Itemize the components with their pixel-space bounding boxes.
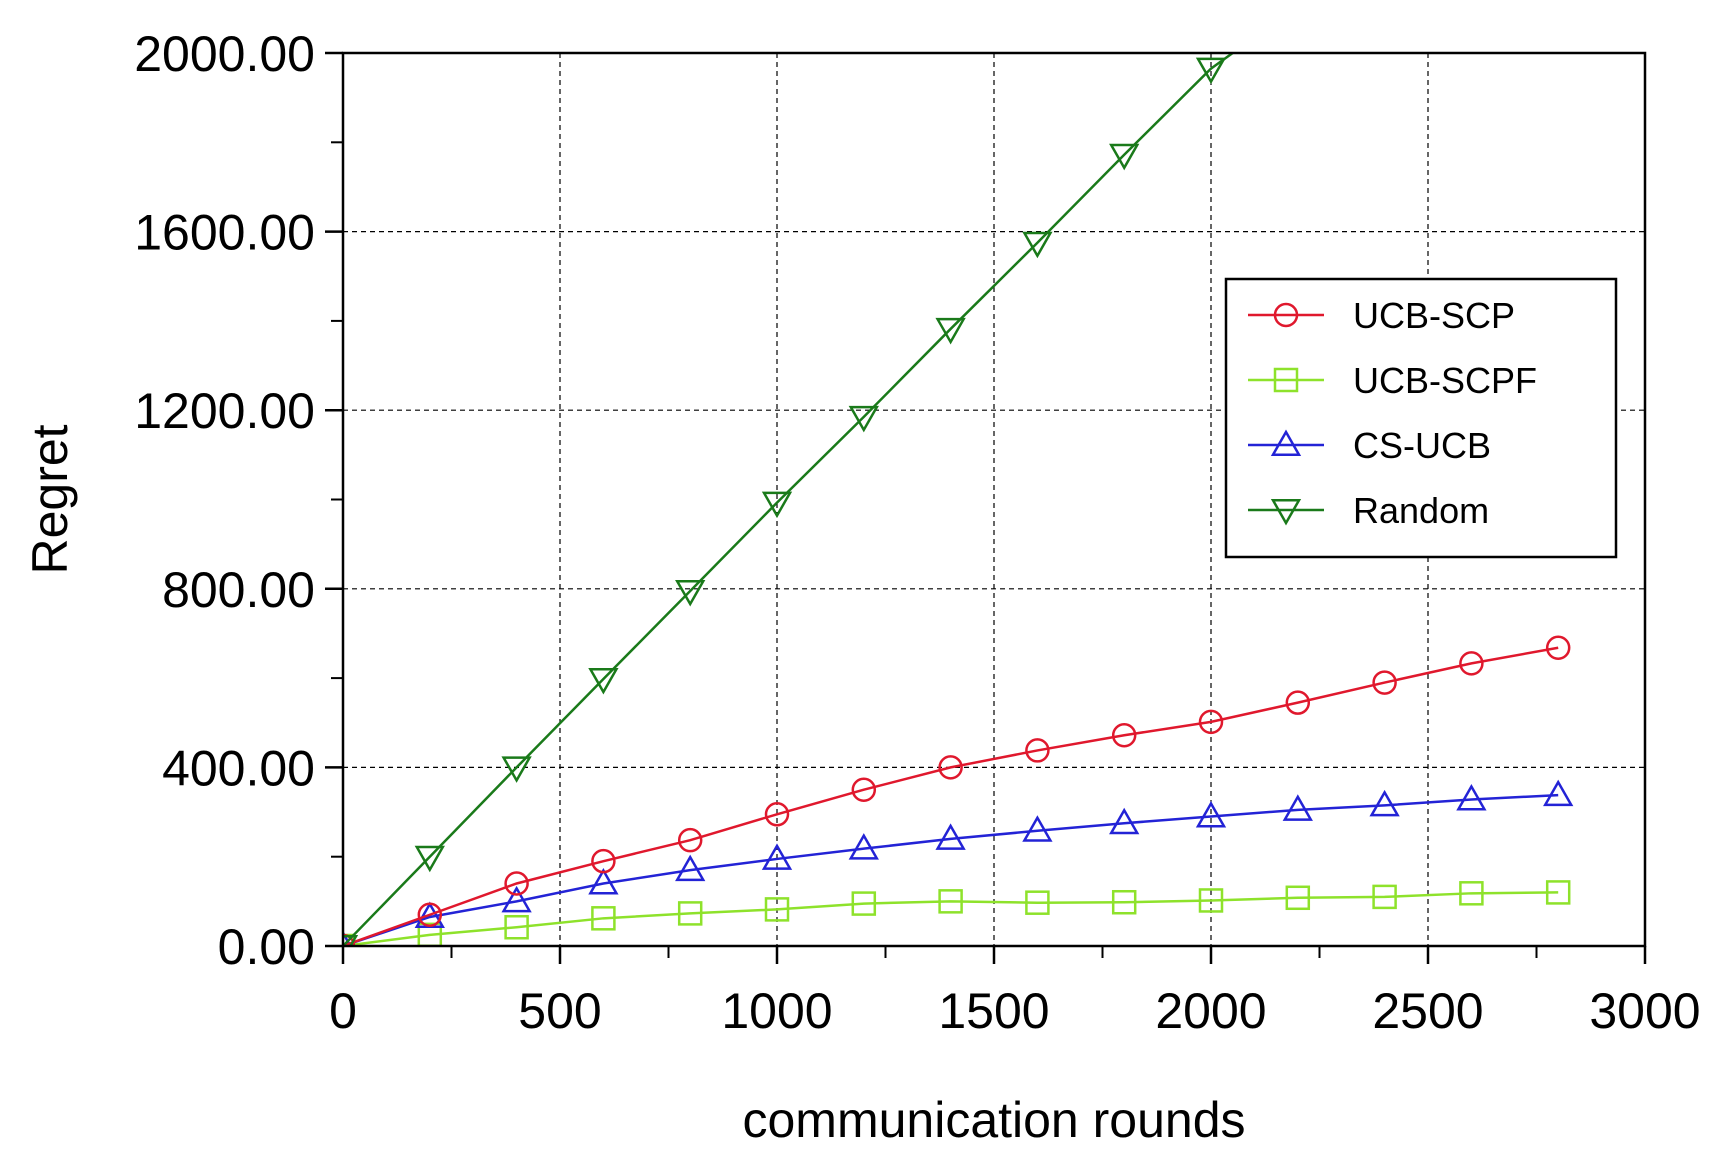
data-point [591,848,616,874]
legend-label: UCB-SCPF [1353,360,1537,401]
data-point [677,901,703,926]
data-point [764,802,790,827]
data-point [1025,890,1050,915]
x-tick-label: 2500 [1372,983,1483,1039]
plot-frame [341,51,1647,948]
legend: UCB-SCP UCB-SCPF CS-UCB Random [1224,277,1618,559]
x-tick-label: 1000 [721,983,832,1039]
series-cs-ucb [343,779,1574,946]
data-point [1285,885,1311,911]
x-axis-title: communication rounds [742,1092,1245,1148]
data-point [1372,884,1397,910]
data-point [935,317,966,345]
data-point [417,902,443,927]
data-point [761,491,793,519]
data-point [501,756,532,783]
legend-marker [1270,499,1302,526]
data-point [1109,807,1140,835]
data-point [851,891,877,916]
data-point [675,580,706,607]
series-random [343,53,1234,946]
data-point [504,871,529,896]
y-tick-labels: 0.00 400.00 800.00 1200.00 1600.00 2000.00 [134,26,315,975]
data-point [1198,888,1224,913]
legend-label: UCB-SCP [1353,295,1515,336]
data-point [1545,635,1571,660]
legend-item: UCB-SCP [1248,295,1515,336]
data-point [675,854,706,882]
data-point [1111,889,1137,915]
x-tick-labels: 0 500 1000 1500 2000 2500 3000 [329,983,1701,1039]
y-tick-label: 1600.00 [134,205,315,261]
x-tick-label: 500 [518,983,601,1039]
data-point [764,897,790,922]
data-point [938,889,963,914]
data-series [343,53,1574,946]
data-point [1459,651,1484,676]
data-point [761,843,793,870]
data-point [1456,784,1487,811]
series-line [343,891,1559,946]
data-point [1372,670,1397,695]
data-point [935,823,966,850]
y-tick-label: 0.00 [218,919,315,975]
legend-item: UCB-SCPF [1248,360,1537,401]
x-tick-label: 2000 [1155,983,1266,1039]
y-tick-label: 400.00 [162,740,315,796]
series-ucb-scp [343,635,1571,946]
y-tick-label: 2000.00 [134,26,315,82]
data-point [1459,881,1484,906]
data-point [851,777,877,802]
data-point [588,667,619,695]
data-point [504,914,529,940]
data-point [1025,738,1050,763]
legend-marker [1273,302,1299,328]
data-point [1111,723,1137,748]
data-point [1543,779,1574,807]
series-ucb-scpf [343,880,1571,946]
legend-item: Random [1248,490,1489,531]
data-point [1369,789,1400,817]
data-point [1285,690,1311,715]
data-point [1195,800,1227,828]
data-point [848,833,879,860]
data-point [938,755,963,780]
y-tick-label: 1200.00 [134,383,315,439]
data-point [1198,709,1224,735]
data-point [588,867,619,895]
legend-marker [1273,367,1299,393]
data-point [848,405,879,433]
legend-marker [1270,429,1302,456]
data-point [1282,794,1313,821]
data-point [1022,231,1053,259]
y-axis-title: Regret [22,424,78,574]
data-point [1022,815,1053,842]
x-tick-label: 1500 [938,983,1049,1039]
data-point [1545,880,1571,905]
data-point [677,827,703,853]
data-point [1109,143,1140,171]
x-tick-label: 0 [329,983,357,1039]
data-point [591,906,616,931]
legend-label: CS-UCB [1353,425,1491,466]
series-line [343,793,1559,946]
y-tick-label: 800.00 [162,562,315,618]
data-point [414,845,445,873]
axis-ticks [325,51,1647,964]
data-point [1195,57,1227,85]
series-line [343,53,1234,946]
legend-label: Random [1353,490,1489,531]
data-point [501,885,532,913]
x-tick-label: 3000 [1589,983,1700,1039]
series-line [343,646,1559,946]
legend-item: CS-UCB [1248,425,1491,466]
